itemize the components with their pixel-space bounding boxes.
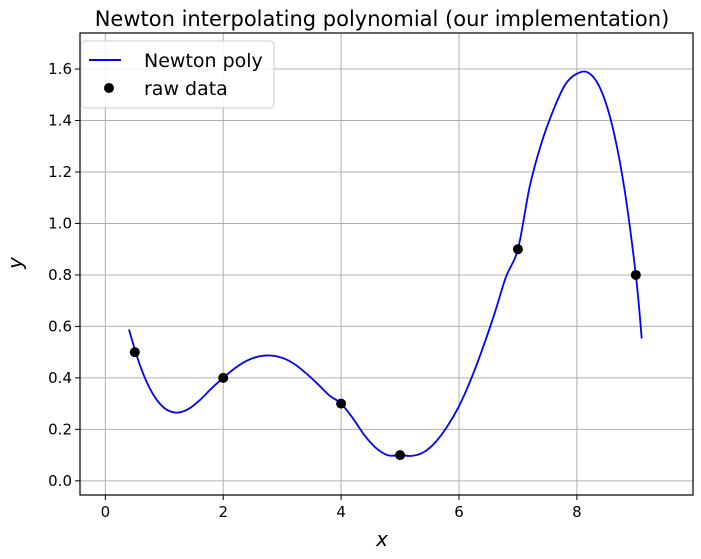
- y-tick-label: 1.0: [48, 214, 72, 232]
- x-tick-label: 4: [336, 503, 346, 521]
- x-tick-label: 2: [218, 503, 228, 521]
- x-axis-ticks: 0 2 4 6 8: [101, 495, 582, 521]
- legend-label-newton-poly: Newton poly: [144, 50, 263, 72]
- y-tick-label: 1.2: [48, 163, 72, 181]
- raw-data-point: [395, 450, 406, 461]
- y-tick-label: 0.6: [48, 317, 72, 335]
- x-tick-label: 6: [454, 503, 464, 521]
- y-tick-label: 1.4: [48, 112, 72, 130]
- legend-box: [80, 40, 275, 109]
- x-axis-label: x: [375, 527, 388, 551]
- legend-marker-swatch: [104, 83, 114, 93]
- newton-poly-series: [128, 70, 643, 457]
- chart-title: Newton interpolating polynomial (our imp…: [95, 7, 670, 31]
- y-axis-label: y: [3, 256, 27, 270]
- y-tick-label: 0.8: [48, 266, 72, 284]
- raw-data-point: [129, 347, 140, 358]
- legend: Newton poly raw data: [80, 40, 275, 109]
- y-tick-label: 0.4: [48, 369, 72, 387]
- newton-poly-line: [128, 70, 643, 457]
- raw-data-point: [336, 398, 347, 409]
- raw-data-point: [630, 269, 641, 280]
- raw-data-point: [218, 372, 229, 383]
- raw-data-point: [512, 244, 523, 255]
- plot-frame: [79, 32, 694, 496]
- y-tick-label: 1.6: [48, 60, 72, 78]
- x-tick-label: 8: [572, 503, 582, 521]
- x-tick-label: 0: [101, 503, 111, 521]
- raw-data-series: [129, 244, 641, 461]
- y-axis-ticks: 0.0 0.2 0.4 0.6 0.8 1.0 1.2 1.4 1.6: [48, 60, 80, 490]
- y-tick-label: 0.0: [48, 472, 72, 490]
- legend-label-raw-data: raw data: [144, 78, 228, 100]
- y-tick-label: 0.2: [48, 420, 72, 438]
- grid-lines: [80, 33, 693, 495]
